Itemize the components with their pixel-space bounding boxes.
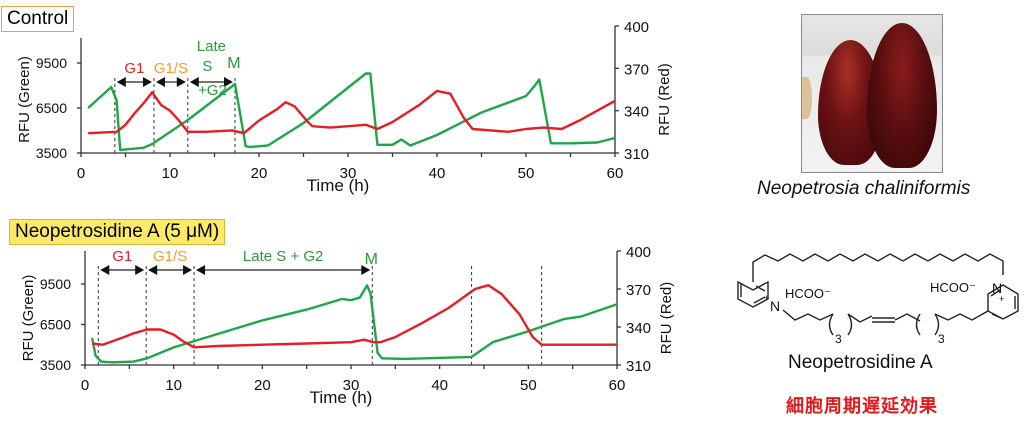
y-axis-title-right: RFU (Red) bbox=[658, 282, 675, 355]
counterion-right: HCOO⁻ bbox=[930, 280, 976, 295]
phase-label-m: M bbox=[365, 251, 378, 268]
series-line-red bbox=[91, 284, 617, 349]
nitrogen-right: N bbox=[992, 280, 1002, 296]
arrow-head-left bbox=[148, 265, 158, 275]
y-tick-label-right: 370 bbox=[624, 61, 649, 78]
x-axis-title: Time (h) bbox=[307, 176, 370, 195]
repeat-right: 3 bbox=[938, 332, 945, 346]
phase-label-late: Late bbox=[197, 38, 226, 55]
y-axis-title-right: RFU (Red) bbox=[656, 63, 673, 136]
phase-label: G1 bbox=[112, 248, 132, 265]
arrow-head-left bbox=[189, 77, 199, 87]
right-pyridinium-ring bbox=[987, 284, 1019, 320]
arrow-head-right bbox=[176, 77, 186, 87]
phase-label-g2: +G2 bbox=[198, 82, 227, 99]
sponge-fragment bbox=[802, 77, 812, 119]
arrow-head-right bbox=[361, 265, 371, 275]
y-axis-title-left: RFU (Green) bbox=[16, 56, 33, 143]
effect-caption: 細胞周期遅延効果 bbox=[786, 396, 938, 417]
x-axis-title: Time (h) bbox=[310, 388, 373, 407]
charge-right: + bbox=[999, 294, 1004, 304]
phase-label: G1/S bbox=[153, 248, 187, 265]
x-tick-label: 40 bbox=[431, 377, 448, 394]
control-chart: 0 10 20 30 40 50 60 3500 6500 9500 310 340 370 400 Tim… bbox=[16, 19, 673, 195]
sponge-lobe-right bbox=[867, 23, 937, 168]
counterion-left: HCOO⁻ bbox=[785, 286, 831, 301]
series-line-red bbox=[88, 89, 616, 135]
treatment-chart: 0 10 20 30 40 50 60 3500 6500 9500 310 340 370 400 Tim… bbox=[20, 244, 675, 407]
y-tick-label-left: 9500 bbox=[36, 55, 67, 71]
treatment-label: Neopetrosidine A (5 μM) bbox=[9, 219, 226, 245]
phase-label-s: S bbox=[202, 58, 212, 75]
series-line-green bbox=[90, 284, 618, 364]
y-tick-label-right: 370 bbox=[626, 282, 651, 299]
x-tick-label: 40 bbox=[429, 165, 446, 182]
arrow-head-right bbox=[183, 265, 193, 275]
y-tick-label-right: 400 bbox=[626, 244, 651, 261]
y-tick-label-right: 340 bbox=[624, 104, 649, 121]
x-tick-label: 10 bbox=[165, 377, 182, 394]
x-tick-label: 20 bbox=[251, 165, 268, 182]
arrow-head-left bbox=[155, 77, 165, 87]
arrow-head-left bbox=[196, 265, 206, 275]
y-tick-label-right: 400 bbox=[624, 19, 649, 36]
x-tick-label: 50 bbox=[520, 377, 537, 394]
bottom-chain bbox=[782, 309, 834, 321]
arrow-head-left bbox=[100, 265, 110, 275]
phase-label: Late S + G2 bbox=[243, 248, 323, 265]
x-tick-label: 30 bbox=[340, 165, 357, 182]
arrow-head-right bbox=[223, 77, 233, 87]
x-tick-label: 0 bbox=[81, 377, 89, 394]
x-tick-label: 30 bbox=[343, 377, 360, 394]
charge-left: + bbox=[764, 293, 769, 303]
sponge-photo bbox=[801, 14, 943, 173]
y-tick-label-right: 310 bbox=[624, 146, 649, 163]
y-tick-label-right: 310 bbox=[626, 358, 651, 375]
arrow-head-right bbox=[142, 77, 152, 87]
y-tick-label-left: 9500 bbox=[40, 276, 71, 292]
x-tick-label: 50 bbox=[518, 165, 535, 182]
left-pyridinium-ring bbox=[737, 280, 769, 308]
compound-name: Neopetrosidine A bbox=[788, 352, 933, 373]
neopetrosidine-structure bbox=[737, 253, 1019, 336]
series-line-green bbox=[87, 72, 616, 152]
y-tick-label-left: 6500 bbox=[36, 100, 67, 116]
top-chain bbox=[752, 253, 1004, 282]
species-caption: Neopetrosia chaliniformis bbox=[757, 178, 971, 199]
phase-label-m: M bbox=[227, 55, 240, 72]
x-tick-label: 0 bbox=[77, 165, 85, 182]
repeat-left: 3 bbox=[835, 332, 842, 346]
y-tick-label-left: 3500 bbox=[36, 145, 67, 161]
x-tick-label: 10 bbox=[162, 165, 179, 182]
y-tick-label-left: 3500 bbox=[40, 357, 71, 373]
x-tick-label: 60 bbox=[609, 377, 626, 394]
x-tick-label: 60 bbox=[607, 165, 624, 182]
y-tick-label-left: 6500 bbox=[40, 317, 71, 333]
arrow-head-right bbox=[135, 265, 145, 275]
arrow-head-left bbox=[116, 77, 126, 87]
nitrogen-left: N bbox=[770, 298, 780, 314]
y-tick-label-right: 340 bbox=[626, 320, 651, 337]
phase-label: G1 bbox=[124, 60, 144, 77]
x-tick-label: 20 bbox=[254, 377, 271, 394]
phase-label: G1/S bbox=[154, 60, 188, 77]
control-label: Control bbox=[1, 6, 75, 32]
y-axis-title-left: RFU (Green) bbox=[20, 275, 37, 362]
